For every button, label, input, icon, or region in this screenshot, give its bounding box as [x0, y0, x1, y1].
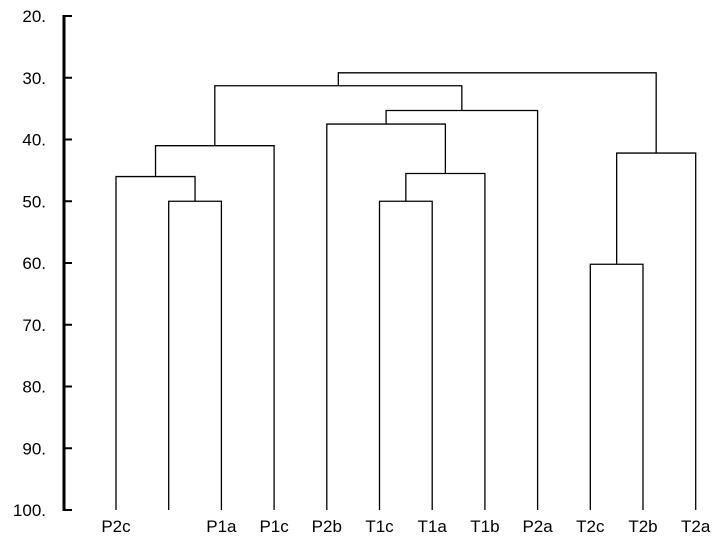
- y-axis-tick-label: 20.: [22, 7, 46, 26]
- dendrogram-link: [616, 152, 697, 510]
- dendrogram-link: [214, 85, 463, 146]
- y-axis-tick-label: 90.: [22, 439, 46, 458]
- leaf-label: P2b: [312, 517, 342, 536]
- dendrogram-link: [154, 145, 275, 510]
- dendrogram-link: [168, 200, 223, 510]
- leaf-label: P1a: [206, 517, 237, 536]
- dendrogram-link: [378, 200, 433, 510]
- dendrogram-link: [337, 72, 657, 154]
- leaf-label: T1b: [470, 517, 499, 536]
- y-axis-tick-label: 70.: [22, 316, 46, 335]
- dendrogram-link: [115, 175, 196, 510]
- leaf-label: T2c: [576, 517, 605, 536]
- dendrogram-link: [385, 109, 539, 510]
- dendrogram-link: [326, 123, 447, 510]
- leaf-labels: P2c P1a P1c P2b T1c T1a T1b P2a T2c T2b T2a: [101, 517, 711, 536]
- y-axis-tick-label: 50.: [22, 192, 46, 211]
- dendrogram-links: [115, 72, 697, 510]
- leaf-label: P2c: [101, 517, 131, 536]
- leaf-label: T1a: [418, 517, 448, 536]
- y-axis-tick-label: 100.: [13, 501, 46, 520]
- y-axis-tick-label: 80.: [22, 378, 46, 397]
- leaf-label: T1c: [365, 517, 394, 536]
- leaf-label: T2b: [628, 517, 657, 536]
- leaf-label: T2a: [681, 517, 711, 536]
- y-axis: 20. 30. 40. 50. 60. 70. 80. 90. 100.: [13, 7, 72, 520]
- y-axis-tick-label: 60.: [22, 254, 46, 273]
- y-axis-tick-label: 40.: [22, 131, 46, 150]
- dendrogram-link: [405, 172, 486, 510]
- y-axis-tick-label: 30.: [22, 69, 46, 88]
- leaf-label: P2a: [522, 517, 553, 536]
- dendrogram-link: [589, 263, 644, 510]
- leaf-label: P1c: [259, 517, 289, 536]
